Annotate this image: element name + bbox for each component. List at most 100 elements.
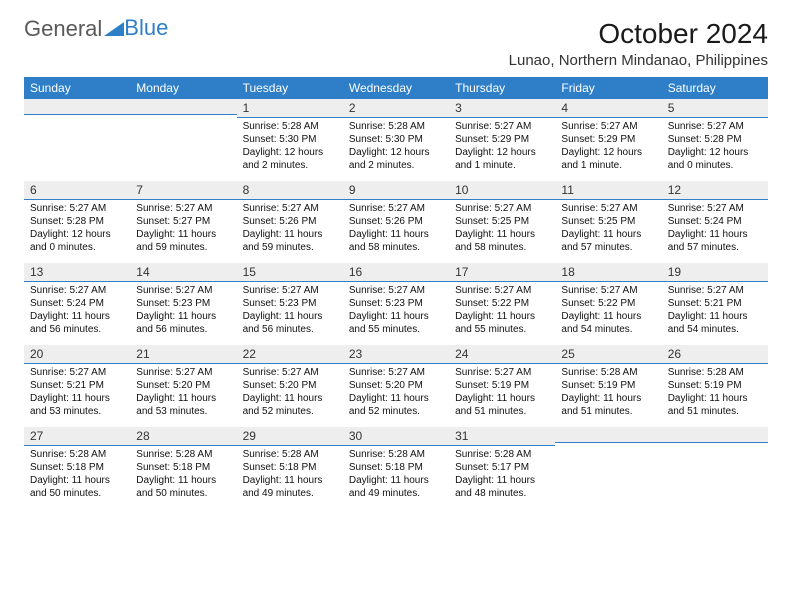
day-details: Sunrise: 5:27 AMSunset: 5:20 PMDaylight:… <box>237 364 343 422</box>
daylight-line: Daylight: 12 hours and 1 minute. <box>455 146 549 172</box>
sunrise-line: Sunrise: 5:27 AM <box>349 284 443 297</box>
day-details <box>662 443 768 493</box>
daylight-line: Daylight: 11 hours and 56 minutes. <box>30 310 124 336</box>
daylight-line: Daylight: 12 hours and 0 minutes. <box>668 146 762 172</box>
day-number: 20 <box>24 345 130 364</box>
calendar-day-cell: 28Sunrise: 5:28 AMSunset: 5:18 PMDayligh… <box>130 427 236 509</box>
day-details: Sunrise: 5:27 AMSunset: 5:27 PMDaylight:… <box>130 200 236 258</box>
day-details: Sunrise: 5:28 AMSunset: 5:17 PMDaylight:… <box>449 446 555 504</box>
sunrise-line: Sunrise: 5:28 AM <box>349 448 443 461</box>
sunrise-line: Sunrise: 5:27 AM <box>136 284 230 297</box>
sunrise-line: Sunrise: 5:27 AM <box>455 284 549 297</box>
sunrise-line: Sunrise: 5:27 AM <box>668 284 762 297</box>
sunset-line: Sunset: 5:26 PM <box>243 215 337 228</box>
daylight-line: Daylight: 12 hours and 0 minutes. <box>30 228 124 254</box>
day-details: Sunrise: 5:27 AMSunset: 5:25 PMDaylight:… <box>449 200 555 258</box>
sunrise-line: Sunrise: 5:27 AM <box>136 366 230 379</box>
day-number: 31 <box>449 427 555 446</box>
day-details: Sunrise: 5:27 AMSunset: 5:28 PMDaylight:… <box>24 200 130 258</box>
day-details: Sunrise: 5:27 AMSunset: 5:29 PMDaylight:… <box>449 118 555 176</box>
calendar-day-cell: 22Sunrise: 5:27 AMSunset: 5:20 PMDayligh… <box>237 345 343 427</box>
daylight-line: Daylight: 11 hours and 52 minutes. <box>349 392 443 418</box>
day-number: 22 <box>237 345 343 364</box>
day-number: 1 <box>237 99 343 118</box>
daylight-line: Daylight: 11 hours and 51 minutes. <box>561 392 655 418</box>
brand-name-2: Blue <box>124 17 168 39</box>
day-details: Sunrise: 5:27 AMSunset: 5:25 PMDaylight:… <box>555 200 661 258</box>
day-details: Sunrise: 5:27 AMSunset: 5:26 PMDaylight:… <box>343 200 449 258</box>
calendar-week-row: 27Sunrise: 5:28 AMSunset: 5:18 PMDayligh… <box>24 427 768 509</box>
daylight-line: Daylight: 11 hours and 56 minutes. <box>136 310 230 336</box>
calendar-week-row: 1Sunrise: 5:28 AMSunset: 5:30 PMDaylight… <box>24 99 768 181</box>
sunset-line: Sunset: 5:30 PM <box>243 133 337 146</box>
weekday-label: Tuesday <box>237 77 343 99</box>
day-number: 25 <box>555 345 661 364</box>
calendar-day-cell: 10Sunrise: 5:27 AMSunset: 5:25 PMDayligh… <box>449 181 555 263</box>
day-details: Sunrise: 5:28 AMSunset: 5:30 PMDaylight:… <box>343 118 449 176</box>
calendar-weekday-header: Sunday Monday Tuesday Wednesday Thursday… <box>24 77 768 99</box>
day-number: 11 <box>555 181 661 200</box>
calendar-day-cell: 15Sunrise: 5:27 AMSunset: 5:23 PMDayligh… <box>237 263 343 345</box>
calendar-day-cell: 26 Sunrise: 5:28 AMSunset: 5:19 PMDayligh… <box>662 345 768 427</box>
daylight-line: Daylight: 11 hours and 50 minutes. <box>136 474 230 500</box>
calendar-day-cell: 7Sunrise: 5:27 AMSunset: 5:27 PMDaylight… <box>130 181 236 263</box>
sunset-line: Sunset: 5:19 PM <box>668 379 762 392</box>
day-details: Sunrise: 5:28 AMSunset: 5:19 PMDaylight:… <box>555 364 661 422</box>
calendar-day-cell: 24Sunrise: 5:27 AMSunset: 5:19 PMDayligh… <box>449 345 555 427</box>
day-details: Sunrise: 5:27 AMSunset: 5:26 PMDaylight:… <box>237 200 343 258</box>
brand-logo: General Blue <box>24 18 168 40</box>
sunset-line: Sunset: 5:25 PM <box>561 215 655 228</box>
daylight-line: Daylight: 11 hours and 56 minutes. <box>243 310 337 336</box>
sunset-line: Sunset: 5:24 PM <box>30 297 124 310</box>
day-details: Sunrise: 5:27 AMSunset: 5:22 PMDaylight:… <box>555 282 661 340</box>
calendar-day-cell: 30Sunrise: 5:28 AMSunset: 5:18 PMDayligh… <box>343 427 449 509</box>
calendar-day-cell: 12Sunrise: 5:27 AMSunset: 5:24 PMDayligh… <box>662 181 768 263</box>
sunrise-line: Sunrise: 5:27 AM <box>561 284 655 297</box>
day-details: Sunrise: 5:28 AMSunset: 5:18 PMDaylight:… <box>237 446 343 504</box>
sunrise-line: Sunrise: 5:27 AM <box>349 366 443 379</box>
daylight-line: Daylight: 11 hours and 54 minutes. <box>561 310 655 336</box>
day-number: 26 <box>662 345 768 364</box>
calendar-day-cell: 21Sunrise: 5:27 AMSunset: 5:20 PMDayligh… <box>130 345 236 427</box>
page-header: General Blue October 2024 Lunao, Norther… <box>24 18 768 69</box>
day-number <box>662 427 768 443</box>
day-details: Sunrise: 5:27 AMSunset: 5:22 PMDaylight:… <box>449 282 555 340</box>
day-details: Sunrise: 5:27 AMSunset: 5:29 PMDaylight:… <box>555 118 661 176</box>
day-number: 9 <box>343 181 449 200</box>
daylight-line: Daylight: 12 hours and 2 minutes. <box>243 146 337 172</box>
calendar-week-row: 20Sunrise: 5:27 AMSunset: 5:21 PMDayligh… <box>24 345 768 427</box>
day-number: 23 <box>343 345 449 364</box>
daylight-line: Daylight: 11 hours and 51 minutes. <box>668 392 762 418</box>
day-number: 29 <box>237 427 343 446</box>
daylight-line: Daylight: 11 hours and 57 minutes. <box>668 228 762 254</box>
sunrise-line: Sunrise: 5:27 AM <box>243 366 337 379</box>
daylight-line: Daylight: 11 hours and 59 minutes. <box>136 228 230 254</box>
weekday-label: Monday <box>130 77 236 99</box>
sunset-line: Sunset: 5:23 PM <box>349 297 443 310</box>
calendar-day-cell: 4Sunrise: 5:27 AMSunset: 5:29 PMDaylight… <box>555 99 661 181</box>
day-number: 4 <box>555 99 661 118</box>
weekday-label: Friday <box>555 77 661 99</box>
day-details <box>24 115 130 165</box>
day-number: 21 <box>130 345 236 364</box>
daylight-line: Daylight: 11 hours and 49 minutes. <box>349 474 443 500</box>
sunrise-line: Sunrise: 5:27 AM <box>561 120 655 133</box>
day-details: Sunrise: 5:27 AMSunset: 5:21 PMDaylight:… <box>24 364 130 422</box>
sunrise-line: Sunrise: 5:27 AM <box>668 120 762 133</box>
day-number: 24 <box>449 345 555 364</box>
day-number: 19 <box>662 263 768 282</box>
sunset-line: Sunset: 5:21 PM <box>30 379 124 392</box>
daylight-line: Daylight: 11 hours and 49 minutes. <box>243 474 337 500</box>
sunrise-line: Sunrise: 5:27 AM <box>136 202 230 215</box>
sunrise-line: Sunrise: 5:28 AM <box>668 366 762 379</box>
calendar-week-row: 6Sunrise: 5:27 AMSunset: 5:28 PMDaylight… <box>24 181 768 263</box>
calendar-day-cell: 1Sunrise: 5:28 AMSunset: 5:30 PMDaylight… <box>237 99 343 181</box>
day-details: Sunrise: 5:27 AMSunset: 5:20 PMDaylight:… <box>130 364 236 422</box>
calendar-body: 1Sunrise: 5:28 AMSunset: 5:30 PMDaylight… <box>24 99 768 509</box>
day-number: 6 <box>24 181 130 200</box>
sunset-line: Sunset: 5:24 PM <box>668 215 762 228</box>
day-number: 18 <box>555 263 661 282</box>
sunset-line: Sunset: 5:23 PM <box>243 297 337 310</box>
day-number: 5 <box>662 99 768 118</box>
day-details: Sunrise: 5:27 AMSunset: 5:24 PMDaylight:… <box>24 282 130 340</box>
